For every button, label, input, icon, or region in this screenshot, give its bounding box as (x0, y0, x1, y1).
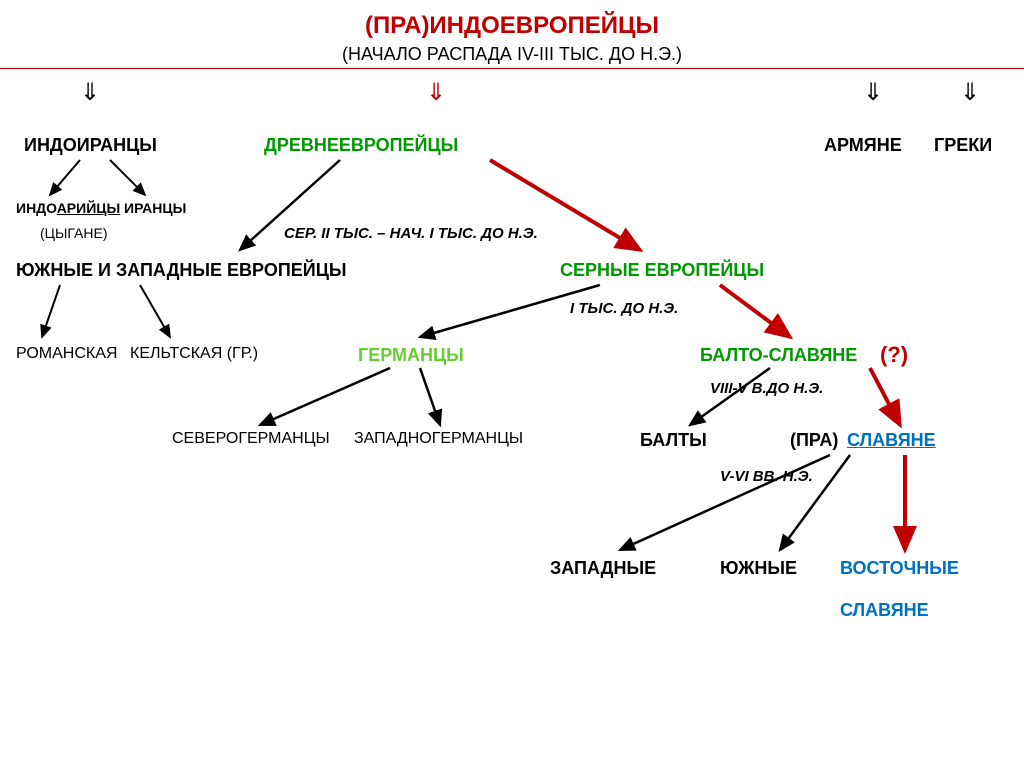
down-arrow-icon: ⇓ (426, 78, 446, 107)
node-germans: ГЕРМАНЦЫ (358, 345, 464, 366)
tree-edge (140, 285, 170, 337)
node-western: ЗАПАДНЫЕ (550, 558, 656, 579)
note-1st-mill: I ТЫС. ДО Н.Э. (570, 300, 678, 317)
node-n-europeans: СЕРНЫЕ ЕВРОПЕЙЦЫ (560, 260, 764, 281)
tree-edge (260, 368, 390, 425)
tree-edges (0, 0, 1024, 767)
node-celtic: КЕЛЬТСКАЯ (ГР.) (130, 345, 258, 363)
diagram-title: (ПРА)ИНДОЕВРОПЕЙЦЫ (0, 12, 1024, 40)
node-romance: РОМАНСКАЯ (16, 345, 117, 363)
node-indoaryans: ИНДОАРИЙЦЫ (16, 200, 120, 216)
node-w-germans: ЗАПАДНОГЕРМАНЦЫ (354, 430, 523, 448)
tree-edge (42, 285, 60, 337)
node-greeks: ГРЕКИ (934, 135, 992, 156)
node-southern: ЮЖНЫЕ (720, 558, 797, 579)
tree-edge (720, 285, 790, 337)
node-pra-prefix: (ПРА) (790, 430, 838, 451)
node-armenians: АРМЯНЕ (824, 135, 902, 156)
tree-edge (420, 368, 440, 425)
note-mid-2nd-mill: СЕР. II ТЫС. – НАЧ. I ТЫС. ДО Н.Э. (284, 225, 538, 242)
down-arrow-icon: ⇓ (80, 78, 100, 107)
tree-edge (110, 160, 145, 195)
subtitle-text: (НАЧАЛО РАСПАДА IV-III ТЫС. ДО Н.Э.) (342, 44, 682, 64)
node-sw-europeans: ЮЖНЫЕ И ЗАПАДНЫЕ ЕВРОПЕЙЦЫ (16, 260, 346, 281)
title-divider (0, 68, 1024, 69)
node-gypsies: (ЦЫГАНЕ) (40, 225, 108, 241)
note-viii-v: VIII-V В.ДО Н.Э. (710, 380, 823, 397)
down-arrow-icon: ⇓ (863, 78, 883, 107)
node-slavs: СЛАВЯНЕ (847, 430, 936, 451)
diagram-subtitle: (НАЧАЛО РАСПАДА IV-III ТЫС. ДО Н.Э.) (0, 44, 1024, 65)
node-slavs-2: СЛАВЯНЕ (840, 600, 929, 621)
note-v-vi: V-VI ВВ. Н.Э. (720, 468, 813, 485)
node-oldeuropeans: ДРЕВНЕЕВРОПЕЙЦЫ (264, 135, 458, 156)
node-baltoslavs: БАЛТО-СЛАВЯНЕ (700, 345, 857, 366)
tree-edge (870, 368, 900, 425)
node-iranians: ИРАНЦЫ (124, 200, 186, 216)
node-n-germans: СЕВЕРОГЕРМАНЦЫ (172, 430, 330, 448)
down-arrow-icon: ⇓ (960, 78, 980, 107)
title-text: (ПРА)ИНДОЕВРОПЕЙЦЫ (365, 12, 659, 39)
tree-edge (50, 160, 80, 195)
node-indoiranians: ИНДОИРАНЦЫ (24, 135, 157, 156)
node-balts: БАЛТЫ (640, 430, 707, 451)
node-question: (?) (880, 342, 908, 368)
node-eastern: ВОСТОЧНЫЕ (840, 558, 959, 579)
